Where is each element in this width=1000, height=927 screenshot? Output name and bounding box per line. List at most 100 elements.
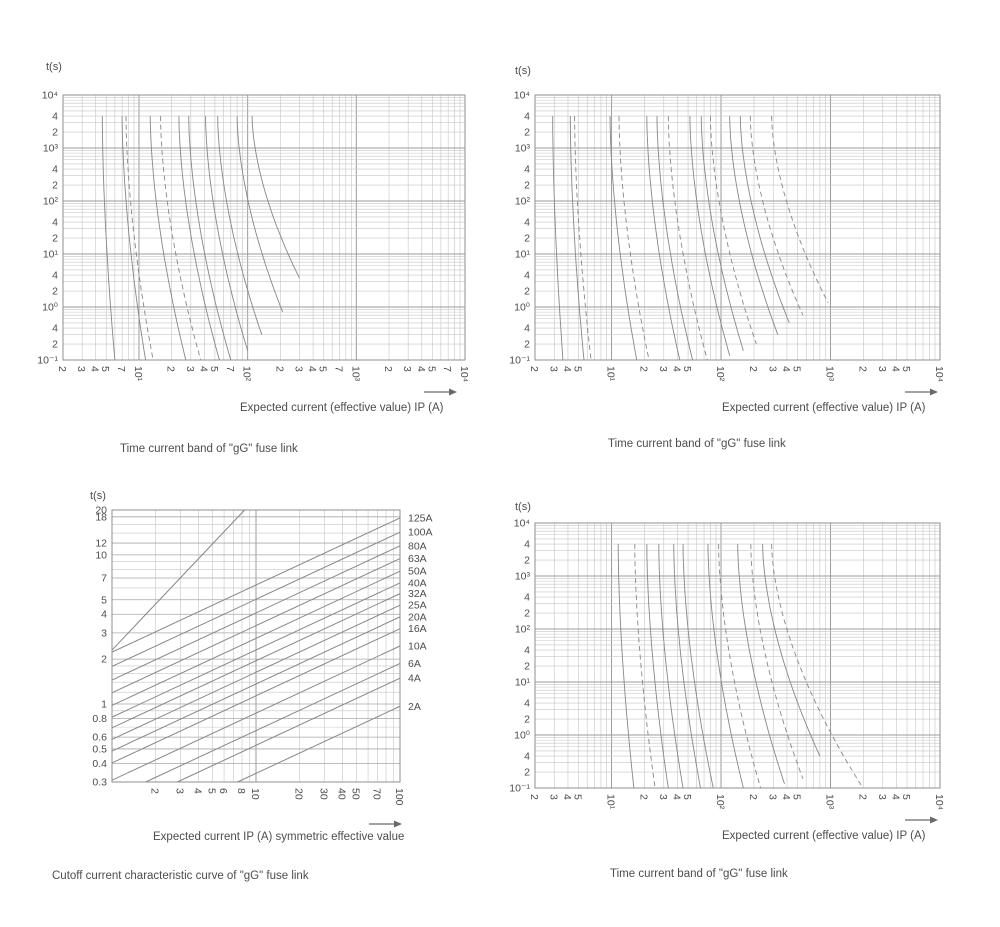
svg-text:10³: 10³ bbox=[515, 571, 531, 583]
svg-text:2: 2 bbox=[52, 180, 58, 192]
svg-text:10¹: 10¹ bbox=[43, 249, 59, 261]
svg-text:4: 4 bbox=[524, 164, 530, 176]
svg-text:2: 2 bbox=[52, 233, 58, 245]
svg-text:4: 4 bbox=[889, 794, 901, 800]
chart-caption-bottom-left: Cutoff current characteristic curve of "… bbox=[52, 870, 309, 882]
svg-text:2: 2 bbox=[273, 366, 285, 372]
svg-text:10⁴: 10⁴ bbox=[458, 366, 470, 382]
svg-text:10: 10 bbox=[95, 549, 107, 561]
svg-text:50: 50 bbox=[350, 788, 362, 800]
svg-text:2: 2 bbox=[524, 555, 530, 567]
svg-text:32A: 32A bbox=[408, 588, 427, 600]
svg-text:4: 4 bbox=[670, 366, 682, 372]
y-axis-unit-top-left: t(s) bbox=[46, 61, 62, 73]
svg-text:3: 3 bbox=[657, 794, 669, 800]
svg-text:10³: 10³ bbox=[824, 366, 836, 382]
svg-text:10³: 10³ bbox=[824, 794, 836, 810]
svg-text:4: 4 bbox=[52, 323, 58, 335]
svg-text:0.6: 0.6 bbox=[92, 732, 107, 744]
svg-text:4: 4 bbox=[101, 609, 107, 621]
svg-text:10²: 10² bbox=[241, 366, 253, 382]
svg-text:80A: 80A bbox=[408, 540, 427, 552]
svg-text:10³: 10³ bbox=[349, 366, 361, 382]
svg-text:4: 4 bbox=[524, 698, 530, 710]
svg-text:2: 2 bbox=[856, 794, 868, 800]
svg-text:16A: 16A bbox=[408, 623, 427, 635]
svg-text:10⁰: 10⁰ bbox=[42, 302, 58, 314]
svg-text:2: 2 bbox=[524, 714, 530, 726]
svg-text:5: 5 bbox=[206, 788, 218, 794]
svg-text:3: 3 bbox=[184, 366, 196, 372]
svg-text:4: 4 bbox=[561, 794, 573, 800]
svg-text:10²: 10² bbox=[515, 196, 531, 208]
svg-text:3: 3 bbox=[547, 366, 559, 372]
svg-text:2: 2 bbox=[747, 794, 759, 800]
svg-text:5: 5 bbox=[572, 794, 584, 800]
grid bbox=[62, 94, 466, 361]
svg-text:4: 4 bbox=[524, 592, 530, 604]
x-axis-arrow-icon bbox=[424, 388, 457, 396]
svg-text:2: 2 bbox=[382, 366, 394, 372]
svg-text:5: 5 bbox=[900, 366, 912, 372]
svg-text:50A: 50A bbox=[408, 566, 427, 578]
svg-text:4: 4 bbox=[524, 111, 530, 123]
svg-text:4: 4 bbox=[306, 366, 318, 372]
svg-text:7: 7 bbox=[224, 366, 236, 372]
svg-text:20: 20 bbox=[292, 788, 304, 800]
svg-text:10¹: 10¹ bbox=[515, 677, 531, 689]
svg-text:4: 4 bbox=[524, 751, 530, 763]
chart-caption-top-left: Time current band of "gG" fuse link bbox=[120, 443, 298, 455]
svg-text:4: 4 bbox=[52, 217, 58, 229]
svg-text:2: 2 bbox=[524, 180, 530, 192]
svg-text:2: 2 bbox=[528, 366, 540, 372]
svg-text:2: 2 bbox=[524, 661, 530, 673]
svg-text:10⁴: 10⁴ bbox=[514, 518, 530, 530]
svg-text:7: 7 bbox=[441, 366, 453, 372]
svg-text:63A: 63A bbox=[408, 553, 427, 565]
svg-text:4: 4 bbox=[415, 366, 427, 372]
svg-text:10¹: 10¹ bbox=[515, 249, 531, 261]
svg-text:2: 2 bbox=[524, 127, 530, 139]
svg-text:2: 2 bbox=[637, 794, 649, 800]
svg-text:2: 2 bbox=[148, 788, 160, 794]
chart-caption-bottom-right: Time current band of "gG" fuse link bbox=[610, 868, 788, 880]
x-axis-title-top-right: Expected current (effective value) IP (A… bbox=[722, 402, 926, 414]
svg-text:10²: 10² bbox=[714, 794, 726, 810]
svg-text:2: 2 bbox=[528, 794, 540, 800]
svg-text:3: 3 bbox=[101, 627, 107, 639]
svg-text:2: 2 bbox=[165, 366, 177, 372]
svg-text:6A: 6A bbox=[408, 658, 421, 670]
svg-text:10⁰: 10⁰ bbox=[514, 730, 530, 742]
svg-text:10⁴: 10⁴ bbox=[933, 366, 945, 382]
svg-text:7: 7 bbox=[115, 366, 127, 372]
svg-text:10⁴: 10⁴ bbox=[933, 794, 945, 810]
svg-text:125A: 125A bbox=[408, 512, 433, 524]
svg-text:4A: 4A bbox=[408, 673, 421, 685]
svg-text:3: 3 bbox=[876, 794, 888, 800]
grid bbox=[111, 509, 401, 783]
svg-text:10¹: 10¹ bbox=[605, 794, 617, 810]
chart-caption-top-right: Time current band of "gG" fuse link bbox=[608, 438, 786, 450]
svg-text:2: 2 bbox=[52, 339, 58, 351]
y-axis-unit-top-right: t(s) bbox=[515, 65, 531, 77]
grid bbox=[534, 522, 941, 789]
svg-text:12: 12 bbox=[95, 538, 107, 550]
svg-text:4: 4 bbox=[524, 217, 530, 229]
svg-text:4: 4 bbox=[780, 794, 792, 800]
svg-text:25A: 25A bbox=[408, 600, 427, 612]
svg-text:2: 2 bbox=[856, 366, 868, 372]
svg-text:2: 2 bbox=[524, 608, 530, 620]
x-axis-title-top-left: Expected current (effective value) IP (A… bbox=[240, 402, 444, 414]
svg-text:0.3: 0.3 bbox=[92, 777, 107, 789]
svg-text:2: 2 bbox=[524, 767, 530, 779]
svg-text:8: 8 bbox=[235, 788, 247, 794]
svg-text:10¹: 10¹ bbox=[132, 366, 144, 382]
svg-text:5: 5 bbox=[208, 366, 220, 372]
fuse-curves bbox=[552, 116, 829, 361]
svg-text:10³: 10³ bbox=[43, 143, 59, 155]
svg-text:3: 3 bbox=[174, 788, 186, 794]
cutoff-lines bbox=[111, 509, 401, 783]
